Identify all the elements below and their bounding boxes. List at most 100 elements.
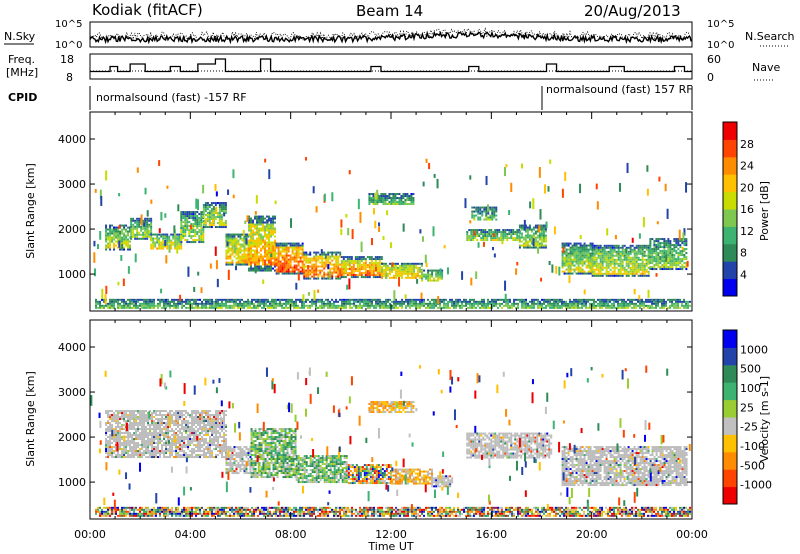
power-cell [293, 258, 296, 261]
power-cell [649, 252, 652, 255]
power-cell [113, 302, 116, 305]
power-cell [661, 268, 664, 271]
power-cell [241, 245, 244, 248]
power-cell [643, 254, 646, 257]
power-cell [346, 258, 349, 261]
power-cell [148, 231, 151, 234]
power-cell [518, 226, 521, 229]
power-cell [109, 234, 112, 237]
power-cell [512, 231, 515, 234]
power-cell [569, 264, 572, 267]
power-cell [589, 302, 592, 305]
power-cell [200, 237, 203, 240]
power-cell [378, 272, 381, 275]
power-cell [188, 229, 191, 232]
power-cell [391, 306, 394, 309]
power-cell [647, 272, 650, 275]
power-cell [375, 304, 378, 307]
power-cell [601, 256, 604, 259]
power-cell [567, 262, 570, 265]
power-cell [408, 268, 411, 271]
power-cell [301, 260, 304, 263]
velocity-cell [121, 456, 124, 459]
power-cell [186, 223, 189, 226]
power-cell [378, 256, 381, 259]
power-cell [400, 201, 403, 204]
power-cell [119, 234, 122, 237]
power-cell [539, 302, 542, 305]
power-cell [575, 272, 578, 275]
power-cell [362, 256, 365, 259]
power-cell [225, 239, 228, 242]
power-cell [596, 201, 599, 210]
power-cell [186, 211, 189, 214]
velocity-cell [125, 440, 128, 443]
power-cell [270, 263, 273, 266]
power-cell [177, 306, 180, 309]
power-cell [542, 232, 545, 235]
velocity-cell [123, 418, 126, 421]
power-cell [250, 221, 253, 224]
power-cell [565, 242, 568, 245]
power-cell [666, 208, 669, 219]
power-cell [388, 266, 391, 269]
power-cell [493, 233, 496, 238]
power-cell [563, 302, 566, 305]
power-cell [611, 250, 614, 253]
power-cell [225, 300, 228, 303]
power-cell [210, 226, 213, 229]
power-cell [184, 213, 187, 216]
power-cell [196, 223, 199, 226]
power-cell [248, 229, 251, 232]
power-cell [384, 203, 387, 206]
velocity-cell [117, 434, 120, 437]
power-cell [232, 169, 235, 179]
power-cell [354, 256, 357, 259]
power-cell [637, 256, 640, 259]
power-cell [182, 215, 185, 218]
power-cell [250, 227, 253, 230]
power-cell [374, 258, 377, 261]
power-cell [256, 257, 259, 260]
power-cell [303, 306, 306, 309]
power-cell [180, 247, 183, 250]
power-cell [517, 306, 520, 309]
power-cell [209, 304, 212, 307]
power-cell [406, 197, 409, 200]
power-cell [129, 304, 132, 307]
power-cell [496, 231, 499, 234]
power-cell [319, 261, 322, 264]
power-cell [555, 302, 558, 305]
power-cell [237, 298, 240, 301]
velocity-echo-cells [90, 365, 692, 517]
power-cell [272, 219, 275, 222]
power-cell [599, 302, 602, 305]
power-cell [361, 304, 364, 307]
power-cell [534, 226, 537, 229]
power-cell [404, 276, 407, 279]
power-cell [402, 262, 405, 265]
power-cell [113, 230, 116, 233]
power-cell [409, 304, 412, 307]
power-cell [553, 300, 556, 303]
power-cell [464, 198, 467, 209]
power-cell [404, 270, 407, 273]
power-cell [386, 203, 389, 206]
power-cell [148, 223, 151, 226]
power-cell [418, 276, 421, 279]
station-title: Kodiak (fitACF) [92, 1, 203, 19]
power-cell [593, 274, 596, 277]
power-cell [369, 298, 372, 301]
power-cell [243, 259, 246, 262]
power-cell [262, 237, 265, 240]
power-cell [241, 306, 244, 309]
power-cell [609, 256, 612, 259]
power-cell [655, 258, 658, 261]
power-cell [237, 249, 240, 252]
power-cell [268, 239, 271, 242]
power-cell [270, 241, 273, 244]
power-cell [370, 264, 373, 267]
power-cell [305, 255, 308, 258]
power-cell [159, 298, 162, 301]
power-cell [227, 241, 230, 244]
